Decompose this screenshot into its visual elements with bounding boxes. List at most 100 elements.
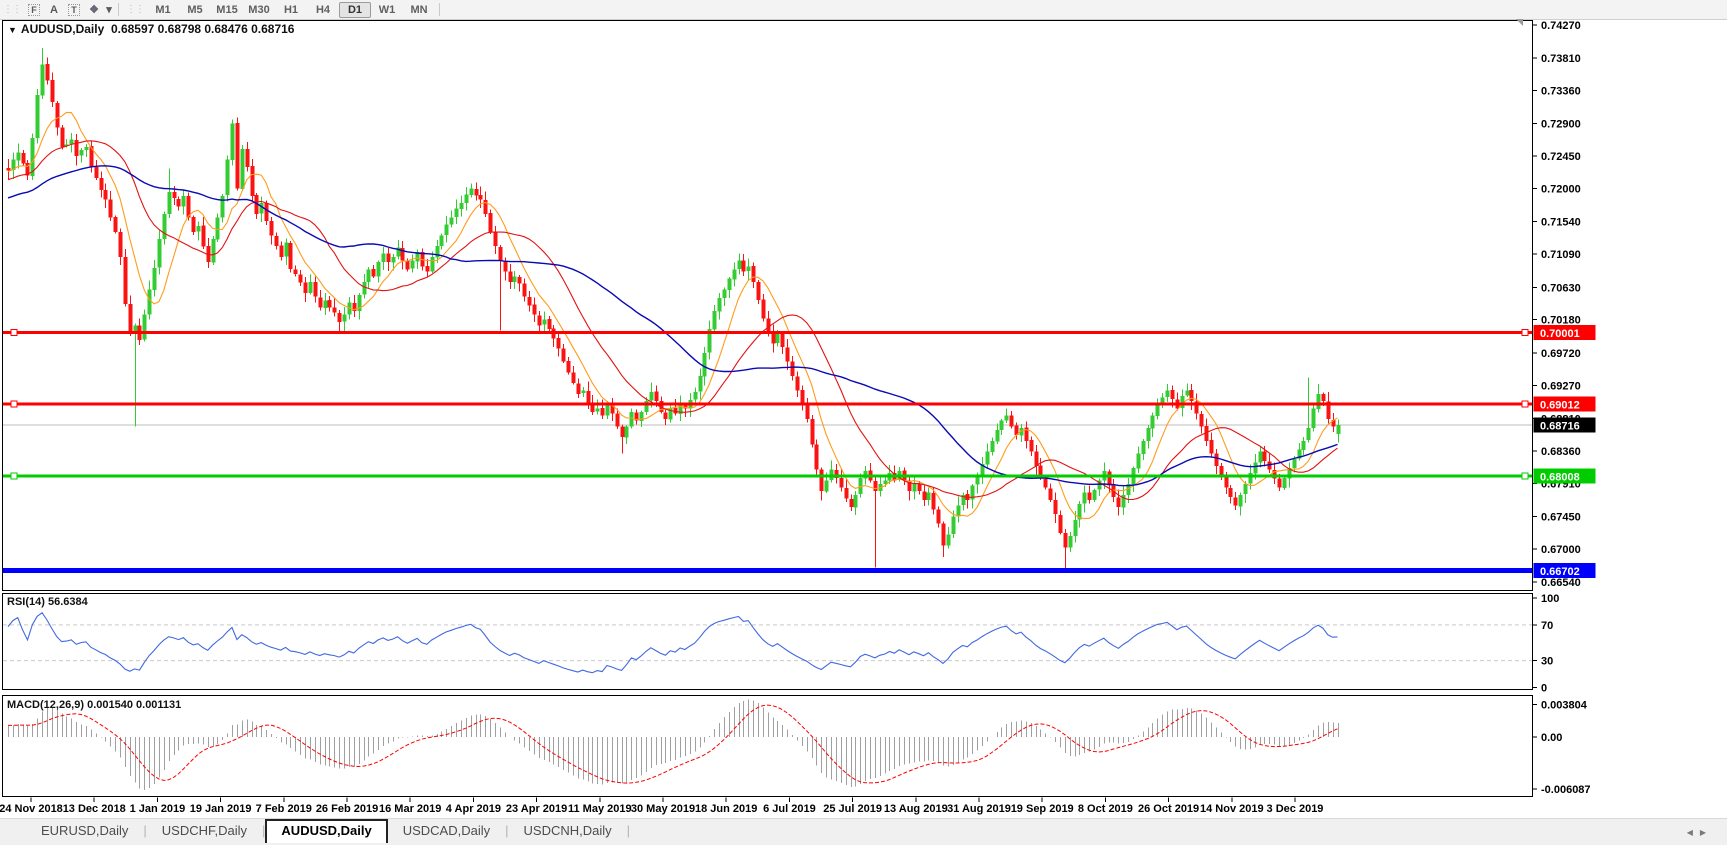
scroll-left-icon: ◀ xyxy=(1686,828,1700,837)
svg-text:1 Jan 2019: 1 Jan 2019 xyxy=(130,803,186,815)
ma-slow-line xyxy=(7,165,1338,487)
rsi-panel: 100 70 30 0 xyxy=(3,593,1559,695)
svg-text:8 Oct 2019: 8 Oct 2019 xyxy=(1078,803,1133,815)
svg-text:25 Jul 2019: 25 Jul 2019 xyxy=(823,803,882,815)
chart-title: ▼ AUDUSD,Daily 0.68597 0.68798 0.68476 0.… xyxy=(8,22,294,36)
svg-text:19 Sep 2019: 19 Sep 2019 xyxy=(1011,803,1074,815)
svg-text:100: 100 xyxy=(1541,593,1559,605)
svg-text:-0.006087: -0.006087 xyxy=(1541,784,1591,796)
price-axis: 0.74270 0.73810 0.73360 0.72900 0.72450 0.720… xyxy=(1532,20,1581,589)
chart-symbol: AUDUSD,Daily xyxy=(20,22,105,36)
tab-usdcad[interactable]: USDCAD,Daily xyxy=(402,823,491,838)
tab-audusd[interactable]: AUDUSD,Daily xyxy=(265,819,388,843)
svg-text:0.68716: 0.68716 xyxy=(1540,421,1580,433)
svg-text:16 Mar 2019: 16 Mar 2019 xyxy=(379,803,441,815)
svg-text:0.00: 0.00 xyxy=(1541,732,1562,744)
svg-text:30 May 2019: 30 May 2019 xyxy=(631,803,695,815)
svg-text:24 Nov 2018: 24 Nov 2018 xyxy=(0,803,63,815)
timeframe-button-mn[interactable]: MN xyxy=(410,3,428,16)
svg-text:0.003804: 0.003804 xyxy=(1541,699,1588,711)
tab-usdchf[interactable]: USDCHF,Daily xyxy=(161,823,248,838)
timeframe-button-w1[interactable]: W1 xyxy=(378,3,396,16)
tab-separator: | xyxy=(143,823,147,838)
toolbar-separator xyxy=(439,3,440,16)
chart-ohlc-values: 0.68597 0.68798 0.68476 0.68716 xyxy=(110,22,295,36)
rsi-line xyxy=(7,612,1338,674)
candlesticks xyxy=(6,48,1341,571)
tab-scroll-arrows[interactable]: ◀▶ xyxy=(1687,828,1713,837)
tab-separator: | xyxy=(262,823,266,838)
timeframe-button-m5[interactable]: M5 xyxy=(187,3,203,16)
rsi-indicator-label: RSI(14) 56.6384 xyxy=(7,596,88,608)
timeframe-button-m1[interactable]: M1 xyxy=(155,3,171,16)
toolbar-separator xyxy=(118,3,119,16)
svg-text:0.68008: 0.68008 xyxy=(1540,472,1580,484)
svg-text:0.68360: 0.68360 xyxy=(1541,446,1581,458)
macd-panel: 0.003804 0.00 -0.006087 xyxy=(7,699,1591,796)
svg-text:0.70001: 0.70001 xyxy=(1540,328,1580,340)
chart-tab-bar: EURUSD,Daily | USDCHF,Daily | AUDUSD,Daily US… xyxy=(0,818,1727,845)
svg-text:14 Nov 2019: 14 Nov 2019 xyxy=(1200,803,1264,815)
collapse-triangle-icon[interactable]: ▼ xyxy=(8,25,17,35)
svg-text:0.69270: 0.69270 xyxy=(1541,380,1581,392)
macd-indicator-label: MACD(12,26,9) 0.001540 0.001131 xyxy=(7,699,182,711)
svg-text:18 Jun 2019: 18 Jun 2019 xyxy=(695,803,757,815)
svg-text:0.71090: 0.71090 xyxy=(1541,249,1581,261)
macd-histogram xyxy=(8,699,1339,790)
svg-text:0.66702: 0.66702 xyxy=(1540,566,1580,578)
svg-text:0.73360: 0.73360 xyxy=(1541,86,1581,98)
price-badges: 0.70001 0.69012 0.68716 0.68008 0.66702 xyxy=(1533,325,1596,578)
svg-text:23 Apr 2019: 23 Apr 2019 xyxy=(506,803,567,815)
svg-text:0.70630: 0.70630 xyxy=(1541,282,1581,294)
svg-text:0.72450: 0.72450 xyxy=(1541,151,1581,163)
text-tool-icon[interactable]: T xyxy=(64,2,84,17)
svg-text:6 Jul 2019: 6 Jul 2019 xyxy=(763,803,816,815)
svg-text:0.73810: 0.73810 xyxy=(1541,53,1581,65)
svg-text:4 Apr 2019: 4 Apr 2019 xyxy=(446,803,501,815)
svg-text:30: 30 xyxy=(1541,656,1553,668)
tab-separator: | xyxy=(505,823,509,838)
svg-text:0.70180: 0.70180 xyxy=(1541,315,1581,327)
svg-text:0.72900: 0.72900 xyxy=(1541,119,1581,131)
horizontal-lines[interactable] xyxy=(3,329,1532,573)
svg-text:0.72000: 0.72000 xyxy=(1541,184,1581,196)
svg-text:0.74270: 0.74270 xyxy=(1541,20,1581,32)
color-scheme-icon[interactable]: ❖ xyxy=(89,4,99,16)
svg-text:7 Feb 2019: 7 Feb 2019 xyxy=(256,803,312,815)
svg-text:26 Feb 2019: 26 Feb 2019 xyxy=(316,803,378,815)
svg-text:13 Aug 2019: 13 Aug 2019 xyxy=(884,803,948,815)
top-toolbar: ⋮⋮ F A T ❖ ▾ ⋮⋮ M1 M5 M15 M30 H1 H4 D1 W1 MN xyxy=(0,0,1727,20)
svg-text:0.69012: 0.69012 xyxy=(1540,399,1580,411)
tab-eurusd[interactable]: EURUSD,Daily xyxy=(41,823,129,838)
chart-canvas[interactable]: 0.74270 0.73810 0.73360 0.72900 0.72450 0.720… xyxy=(0,14,1727,818)
svg-text:0.67000: 0.67000 xyxy=(1541,544,1581,556)
svg-text:0.66540: 0.66540 xyxy=(1541,577,1581,589)
timeframe-button-h1[interactable]: H1 xyxy=(283,3,299,16)
svg-text:70: 70 xyxy=(1541,620,1553,632)
timeframe-button-h4[interactable]: H4 xyxy=(315,3,331,16)
macd-signal-line xyxy=(7,704,1338,784)
scroll-right-icon: ▶ xyxy=(1699,828,1713,837)
svg-text:31 Aug 2019: 31 Aug 2019 xyxy=(947,803,1011,815)
date-axis: 24 Nov 2018 13 Dec 2018 1 Jan 2019 19 Jan 2… xyxy=(0,797,1324,815)
svg-text:19 Jan 2019: 19 Jan 2019 xyxy=(190,803,252,815)
svg-text:0: 0 xyxy=(1541,683,1547,695)
ma-fast-line xyxy=(7,111,1338,519)
svg-text:3 Dec 2019: 3 Dec 2019 xyxy=(1267,803,1324,815)
panel-borders xyxy=(2,20,1533,797)
chart-window-icon[interactable]: F xyxy=(24,2,44,17)
timeframe-button-m30[interactable]: M30 xyxy=(248,3,270,16)
ma-mid-line xyxy=(7,140,1338,501)
svg-text:13 Dec 2018: 13 Dec 2018 xyxy=(63,803,126,815)
svg-text:0.69720: 0.69720 xyxy=(1541,348,1581,360)
font-icon[interactable]: A xyxy=(50,3,58,16)
toolbar-grip-icon: ⋮⋮ xyxy=(126,4,145,15)
timeframe-button-m15[interactable]: M15 xyxy=(216,3,238,16)
dropdown-arrow-icon[interactable]: ▾ xyxy=(106,4,112,16)
svg-text:26 Oct 2019: 26 Oct 2019 xyxy=(1138,803,1199,815)
timeframe-button-d1[interactable]: D1 xyxy=(339,1,371,18)
toolbar-grip-icon: ⋮⋮ xyxy=(3,4,22,15)
svg-text:0.67450: 0.67450 xyxy=(1541,511,1581,523)
svg-text:11 May 2019: 11 May 2019 xyxy=(568,803,632,815)
tab-usdcnh[interactable]: USDCNH,Daily xyxy=(523,823,612,838)
